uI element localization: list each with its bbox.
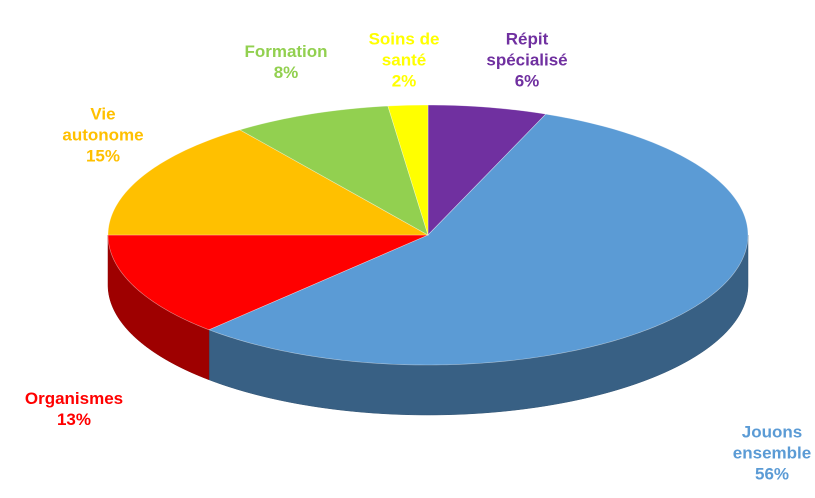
- value-label: 13%: [56, 410, 92, 429]
- category-label: Répit spécialisé: [486, 29, 568, 70]
- category-label: Vie autonome: [62, 104, 144, 145]
- data-label: Jouons ensemble 56%: [733, 422, 811, 485]
- slice: [208, 113, 749, 366]
- value-label: 2%: [391, 71, 417, 91]
- data-label: Soins de santé 2%: [369, 29, 440, 92]
- slice: [427, 104, 547, 236]
- category-label: Jouons ensemble: [732, 422, 812, 463]
- value-label: 6%: [514, 71, 540, 91]
- slice: [239, 105, 429, 236]
- data-label: Formation 8%: [244, 41, 327, 83]
- category-label: Organismes: [24, 389, 124, 408]
- value-label: 8%: [273, 63, 299, 82]
- slice: [387, 104, 429, 236]
- slice: [107, 129, 430, 236]
- category-label: Formation: [244, 42, 328, 61]
- data-label: Organismes 13%: [25, 388, 123, 430]
- data-label: Répit spécialisé 6%: [486, 29, 567, 92]
- category-label: Soins de santé: [368, 29, 440, 70]
- slice: [107, 234, 429, 331]
- data-label: Vie autonome 15%: [62, 104, 143, 167]
- value-label: 56%: [754, 464, 790, 484]
- value-label: 15%: [85, 146, 121, 166]
